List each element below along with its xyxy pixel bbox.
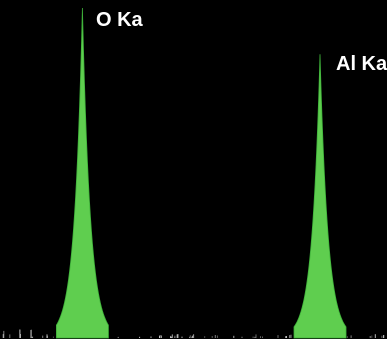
noise-speck — [117, 336, 119, 338]
noise-speck — [181, 336, 183, 338]
noise-speck — [262, 336, 263, 338]
noise-speck — [383, 335, 385, 338]
noise-speck — [285, 336, 287, 338]
noise-speck — [52, 336, 54, 338]
noise-speck — [20, 334, 21, 338]
noise-speck — [214, 335, 216, 338]
noise-speck — [374, 334, 376, 338]
noise-speck — [46, 334, 48, 338]
noise-speck — [171, 334, 173, 338]
peak-label-o-ka: O Ka — [96, 9, 144, 31]
noise-speck — [32, 336, 34, 338]
noise-speck — [381, 335, 383, 338]
noise-speck — [2, 334, 4, 338]
noise-speck — [369, 336, 371, 338]
noise-speck — [159, 335, 161, 338]
noise-speck — [189, 335, 191, 338]
noise-speck — [30, 329, 32, 338]
noise-speck — [176, 334, 178, 338]
noise-speck — [216, 335, 218, 338]
noise-speck — [139, 336, 141, 338]
noise-speck — [290, 334, 292, 338]
noise-speck — [211, 336, 213, 338]
peak-o-ka — [55, 7, 109, 339]
noise-speck — [204, 336, 206, 338]
noise-speck — [174, 335, 176, 338]
noise-speck — [177, 334, 179, 338]
noise-speck — [254, 336, 256, 338]
noise-speck — [255, 334, 257, 338]
noise-speck — [289, 335, 291, 338]
noise-speck — [371, 335, 373, 338]
noise-speck — [233, 335, 235, 338]
noise-speck — [346, 336, 348, 338]
noise-speck — [383, 335, 385, 338]
noise-speck — [174, 336, 176, 338]
noise-speck — [3, 330, 5, 338]
noise-speck — [9, 334, 11, 338]
noise-speck — [150, 336, 152, 338]
noise-speck — [19, 329, 21, 338]
peak-al-ka — [293, 54, 347, 339]
noise-speck — [252, 336, 254, 338]
noise-speck — [285, 336, 287, 338]
noise-speck — [191, 335, 193, 338]
noise-speck — [170, 336, 172, 338]
noise-speck — [193, 334, 195, 338]
peaks — [55, 7, 347, 339]
noise-speck — [189, 336, 190, 338]
noise-speck — [30, 330, 32, 338]
noise-speck — [241, 336, 243, 338]
noise-speck — [191, 336, 193, 338]
peak-label-al-ka: Al Ka — [336, 53, 387, 75]
noise-speck — [31, 336, 33, 338]
noise-speck — [350, 335, 352, 338]
noise-speck — [277, 335, 279, 338]
noise-speck — [42, 335, 44, 338]
noise-speck — [160, 335, 162, 338]
noise-speck — [260, 336, 261, 338]
